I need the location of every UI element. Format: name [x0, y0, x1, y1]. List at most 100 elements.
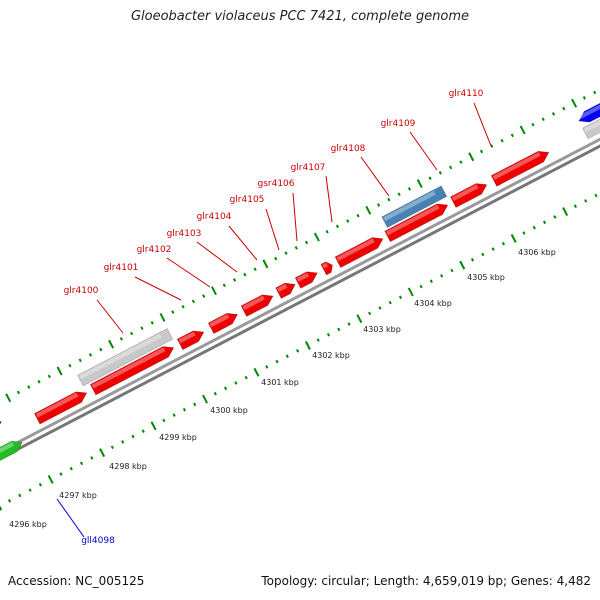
- leader-glr4104: [228, 225, 258, 261]
- gene-blue-2: [577, 73, 600, 123]
- major-tick: [211, 286, 217, 296]
- minor-tick: [265, 365, 269, 369]
- minor-tick: [284, 251, 288, 255]
- gene-label-glr4109: glr4109: [381, 119, 416, 129]
- minor-tick: [419, 284, 423, 289]
- gene-red-8: [320, 261, 333, 276]
- minor-tick: [275, 359, 279, 364]
- major-tick: [468, 152, 475, 162]
- minor-tick: [346, 219, 350, 223]
- genome-summary-text: Topology: circular; Length: 4,659,019 bp…: [261, 574, 591, 588]
- minor-tick: [234, 381, 238, 385]
- backbone-line: [0, 144, 600, 461]
- minor-tick: [438, 171, 442, 175]
- gene-blue-1-shape: [0, 420, 2, 474]
- gene-labels: glr4100 glr4101 glr4102 glr4103 glr4104 glr41…: [64, 89, 484, 546]
- feature-gray-2: [582, 86, 600, 140]
- leader-glr4110: [473, 102, 492, 147]
- minor-tick: [378, 306, 382, 310]
- minor-tick: [387, 197, 391, 202]
- gene-red-8-highlight: [322, 262, 329, 269]
- gene-red-4-shape: [207, 312, 239, 335]
- minor-tick: [429, 279, 433, 284]
- scale-label: 4305 kbp: [467, 273, 505, 282]
- major-tick: [407, 287, 414, 297]
- gene-green: [0, 440, 23, 498]
- gene-red-11: [449, 183, 488, 208]
- minor-tick: [18, 493, 22, 498]
- minor-tick: [562, 106, 566, 111]
- gene-red-12-shape: [490, 150, 550, 187]
- minor-tick: [274, 256, 278, 261]
- minor-tick: [213, 391, 217, 396]
- minor-tick: [38, 482, 42, 487]
- minor-tick: [459, 160, 463, 164]
- minor-tick: [243, 272, 247, 277]
- gene-red-3: [176, 330, 205, 351]
- major-tick: [56, 366, 63, 376]
- minor-tick: [326, 332, 331, 337]
- minor-tick: [316, 338, 320, 342]
- minor-tick: [304, 240, 309, 245]
- leader-glr4107: [325, 175, 333, 223]
- leader-glr4105: [265, 208, 280, 251]
- gene-red-5: [240, 294, 274, 317]
- minor-tick: [78, 358, 82, 363]
- major-tick: [356, 314, 363, 324]
- gene-label-glr4110: glr4110: [449, 89, 484, 99]
- minor-tick: [202, 294, 206, 298]
- minor-tick: [368, 311, 372, 316]
- gene-label-glr4108: glr4108: [331, 144, 366, 154]
- gene-label-glr4101: glr4101: [104, 263, 139, 273]
- feature-gray-2-shape: [582, 86, 600, 140]
- scale-label: 4299 kbp: [159, 433, 197, 442]
- minor-tick: [285, 354, 289, 358]
- minor-tick: [347, 322, 351, 326]
- gene-label-glr4105: glr4105: [230, 195, 265, 205]
- gene-red-9-highlight: [336, 238, 375, 262]
- major-tick: [304, 341, 311, 350]
- minor-tick: [407, 187, 412, 191]
- minor-tick: [532, 225, 536, 230]
- minor-tick: [131, 434, 135, 439]
- minor-tick: [16, 390, 21, 395]
- minor-tick: [232, 278, 237, 282]
- backbone-line: [0, 137, 600, 454]
- leader-glr4109: [409, 131, 438, 171]
- feature-gray-1: [77, 328, 174, 387]
- major-tick: [159, 312, 166, 322]
- gene-red-1-highlight: [35, 392, 79, 418]
- minor-tick: [90, 456, 94, 460]
- minor-tick: [37, 379, 41, 384]
- minor-tick: [356, 213, 360, 218]
- minor-tick: [110, 445, 114, 450]
- gene-red-10-shape: [384, 203, 449, 243]
- major-tick: [262, 259, 269, 269]
- minor-tick: [130, 331, 134, 336]
- major-tick: [519, 125, 526, 135]
- minor-tick: [171, 310, 175, 314]
- major-tick: [253, 367, 260, 377]
- leader-glr4108: [360, 156, 390, 197]
- leader-glr4101: [134, 276, 182, 301]
- major-tick: [5, 393, 12, 403]
- minor-tick: [59, 472, 63, 476]
- minor-tick: [449, 165, 453, 170]
- gene-red-1-shape: [33, 391, 88, 425]
- minor-tick: [542, 220, 547, 225]
- scale-label: 4303 kbp: [363, 325, 401, 334]
- minor-tick: [222, 283, 226, 288]
- gene-label-gll4098: gll4098: [81, 536, 115, 546]
- gene-red-6-highlight: [276, 283, 288, 293]
- minor-tick: [28, 488, 32, 492]
- gene-steelblue-highlight: [383, 190, 436, 221]
- major-tick: [99, 448, 106, 458]
- gene-label-glr4104: glr4104: [197, 212, 232, 222]
- gene-red-4: [207, 312, 239, 335]
- minor-tick: [428, 176, 432, 180]
- gene-blue-2-highlight: [577, 79, 600, 120]
- feature-gray-1-shape: [77, 328, 174, 387]
- minor-tick: [141, 429, 145, 433]
- minor-tick: [162, 418, 166, 423]
